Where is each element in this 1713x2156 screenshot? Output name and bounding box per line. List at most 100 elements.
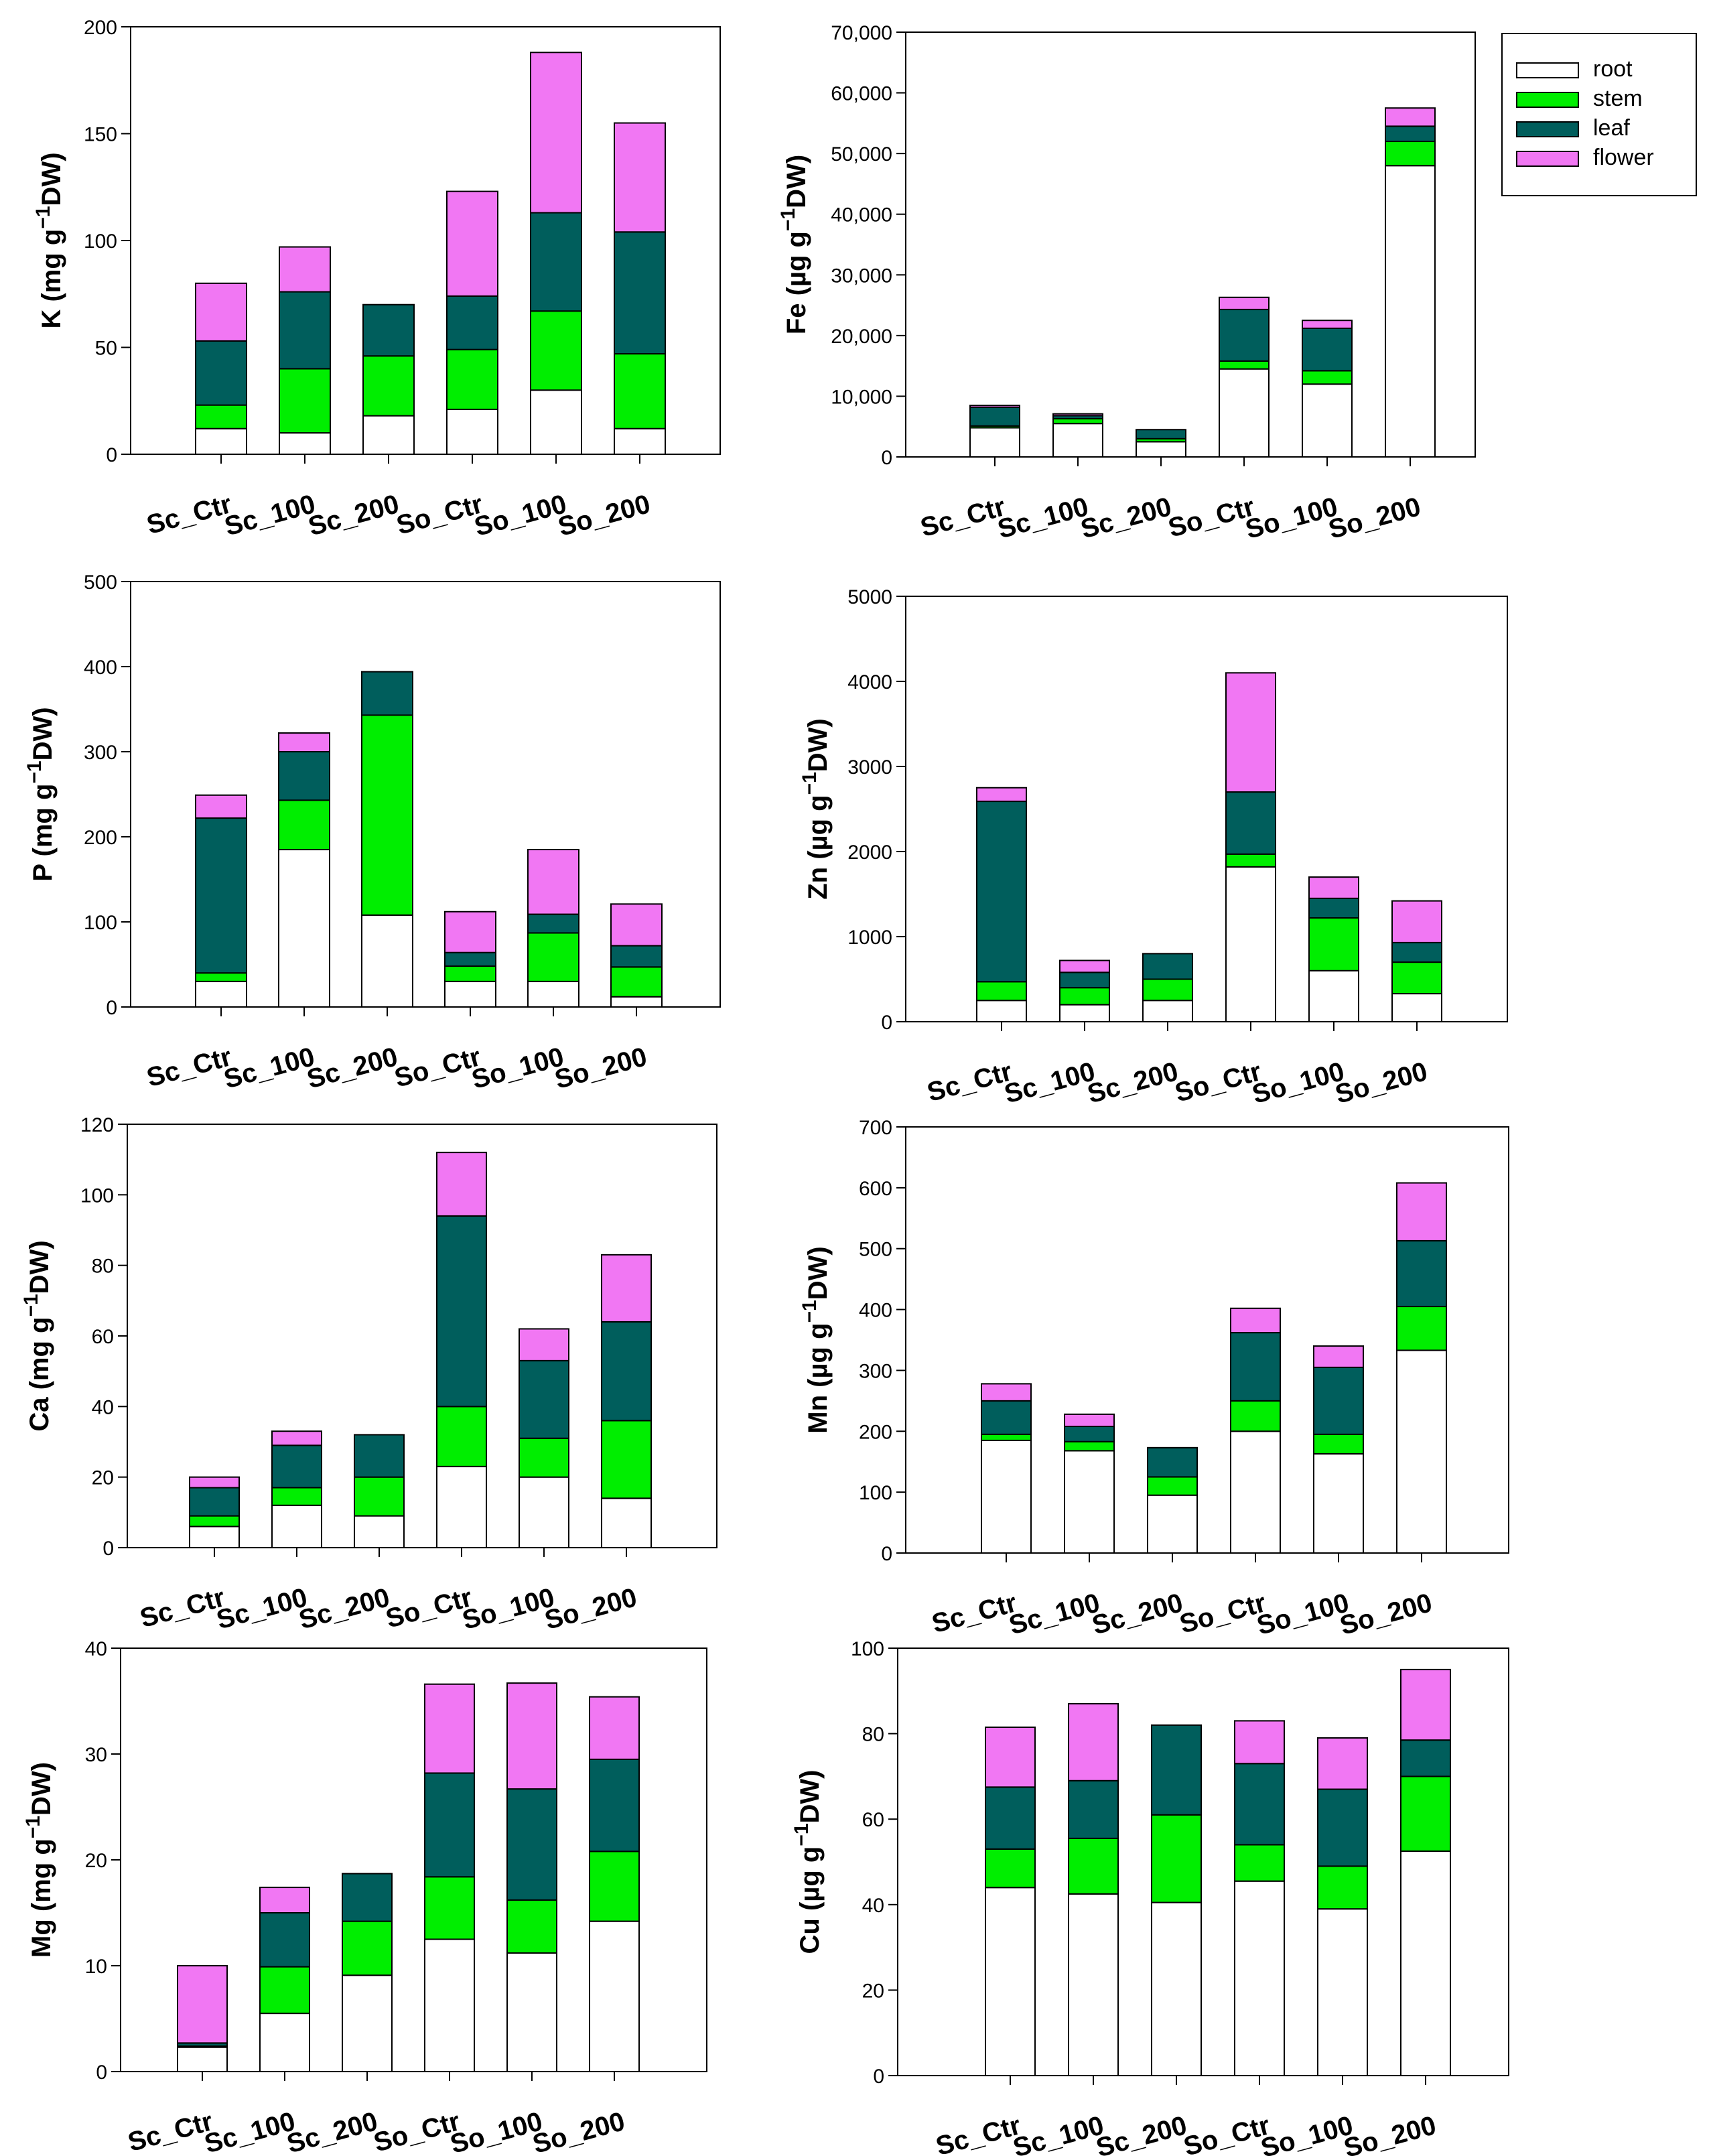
bar-stem (195, 972, 247, 982)
bar-root (444, 980, 496, 1008)
bar-leaf (530, 212, 582, 312)
y-tick-label: 20,000 (831, 326, 892, 348)
y-tick-label: 100 (859, 1482, 892, 1504)
bar-stem (1064, 1440, 1115, 1452)
bar-leaf (1219, 308, 1270, 362)
x-category-label: So_200 (555, 489, 654, 542)
bar-flower (279, 246, 331, 293)
bar-flower (1400, 1668, 1451, 1741)
bar-leaf (1151, 1724, 1202, 1816)
legend-label-leaf: leaf (1593, 115, 1630, 141)
bar-root (342, 1974, 393, 2072)
bar-leaf (1142, 953, 1193, 980)
y-tick-label: 40 (92, 1396, 114, 1418)
y-tick-label: 20 (862, 1980, 884, 2002)
legend-label-flower: flower (1593, 145, 1654, 170)
y-tick-label: 40 (85, 1638, 107, 1660)
x-category-label: So_200 (1341, 2110, 1440, 2156)
y-axis-label: Zn (µg g−1DW) (799, 718, 833, 900)
bar-root (1230, 1430, 1281, 1554)
y-tick-label: 0 (881, 1012, 892, 1034)
bar-leaf (342, 1873, 393, 1922)
bar-stem (354, 1476, 405, 1517)
bar-root (1313, 1453, 1364, 1554)
bar-root (195, 980, 247, 1008)
y-tick-label: 400 (84, 657, 117, 679)
bar-stem (614, 353, 666, 429)
y-tick-label: 20 (85, 1850, 107, 1872)
x-category-label: Sc_Ctr (933, 2110, 1024, 2156)
bar-stem (1068, 1837, 1119, 1895)
bar-stem (1317, 1865, 1368, 1910)
y-tick-label: 60 (862, 1809, 884, 1831)
bar-stem (1059, 987, 1110, 1006)
y-tick-label: 200 (84, 827, 117, 849)
bar-root (530, 389, 582, 455)
plot-frame (905, 31, 1476, 458)
x-category-label: Sc_200 (1089, 1588, 1186, 1640)
y-tick-label: 30,000 (831, 265, 892, 287)
bar-flower (1317, 1737, 1368, 1790)
bar-root (195, 427, 247, 455)
y-tick-label: 1000 (847, 927, 892, 949)
bar-leaf (976, 801, 1027, 983)
bar-root (981, 1439, 1032, 1554)
x-category-label: Sc_200 (1085, 1057, 1182, 1109)
bar-stem (1052, 417, 1103, 425)
bar-leaf (424, 1772, 475, 1878)
y-tick-label: 70,000 (831, 22, 892, 44)
bar-leaf (601, 1321, 652, 1422)
plot-frame (897, 1647, 1509, 2076)
bar-stem (446, 348, 498, 411)
y-tick-label: 2000 (847, 841, 892, 864)
bar-stem (271, 1487, 322, 1506)
bar-leaf (519, 1359, 569, 1439)
bar-stem (1151, 1814, 1202, 1903)
bar-flower (444, 911, 496, 953)
bar-flower (610, 903, 663, 947)
bar-root (279, 432, 331, 455)
x-category-label: So_100 (1258, 2110, 1357, 2156)
bar-flower (1234, 1720, 1285, 1765)
bar-leaf (1400, 1739, 1451, 1777)
bar-stem (1400, 1775, 1451, 1852)
bar-flower (976, 787, 1027, 803)
chart-fe: 0 10,000 20,000 30,000 40,000 50,000 60,000 70,… (777, 22, 1476, 545)
bar-flower (589, 1696, 640, 1760)
bar-leaf (1313, 1366, 1364, 1435)
x-category-label: So_200 (1332, 1057, 1431, 1109)
y-tick-label: 200 (859, 1421, 892, 1443)
bar-flower (436, 1152, 487, 1217)
bar-root (589, 1920, 640, 2072)
bar-flower (446, 190, 498, 297)
x-category-label: So_Ctr (1180, 2110, 1273, 2156)
bar-flower (1068, 1702, 1119, 1781)
bar-flower (424, 1683, 475, 1774)
bar-leaf (527, 913, 579, 934)
bar-stem (985, 1848, 1036, 1889)
bar-root (519, 1476, 569, 1549)
bar-leaf (1225, 791, 1276, 855)
y-tick-label: 500 (859, 1239, 892, 1261)
bar-leaf (189, 1487, 240, 1517)
bar-leaf (506, 1788, 557, 1901)
bar-stem (361, 714, 413, 916)
bar-stem (1302, 370, 1353, 385)
y-tick-label: 100 (851, 1638, 884, 1660)
bar-stem (530, 310, 582, 391)
legend: root stem leaf flower (1501, 33, 1697, 196)
plot-frame (130, 581, 721, 1008)
legend-box (1501, 33, 1697, 196)
y-tick-label: 100 (80, 1185, 114, 1207)
bar-stem (362, 355, 415, 417)
bar-root (1059, 1004, 1110, 1022)
bar-stem (601, 1420, 652, 1499)
bar-stem (506, 1899, 557, 1954)
legend-label-root: root (1593, 56, 1633, 82)
bar-root (177, 2046, 228, 2072)
bar-flower (1059, 959, 1110, 973)
bar-leaf (259, 1912, 310, 1968)
y-tick-label: 10,000 (831, 386, 892, 408)
